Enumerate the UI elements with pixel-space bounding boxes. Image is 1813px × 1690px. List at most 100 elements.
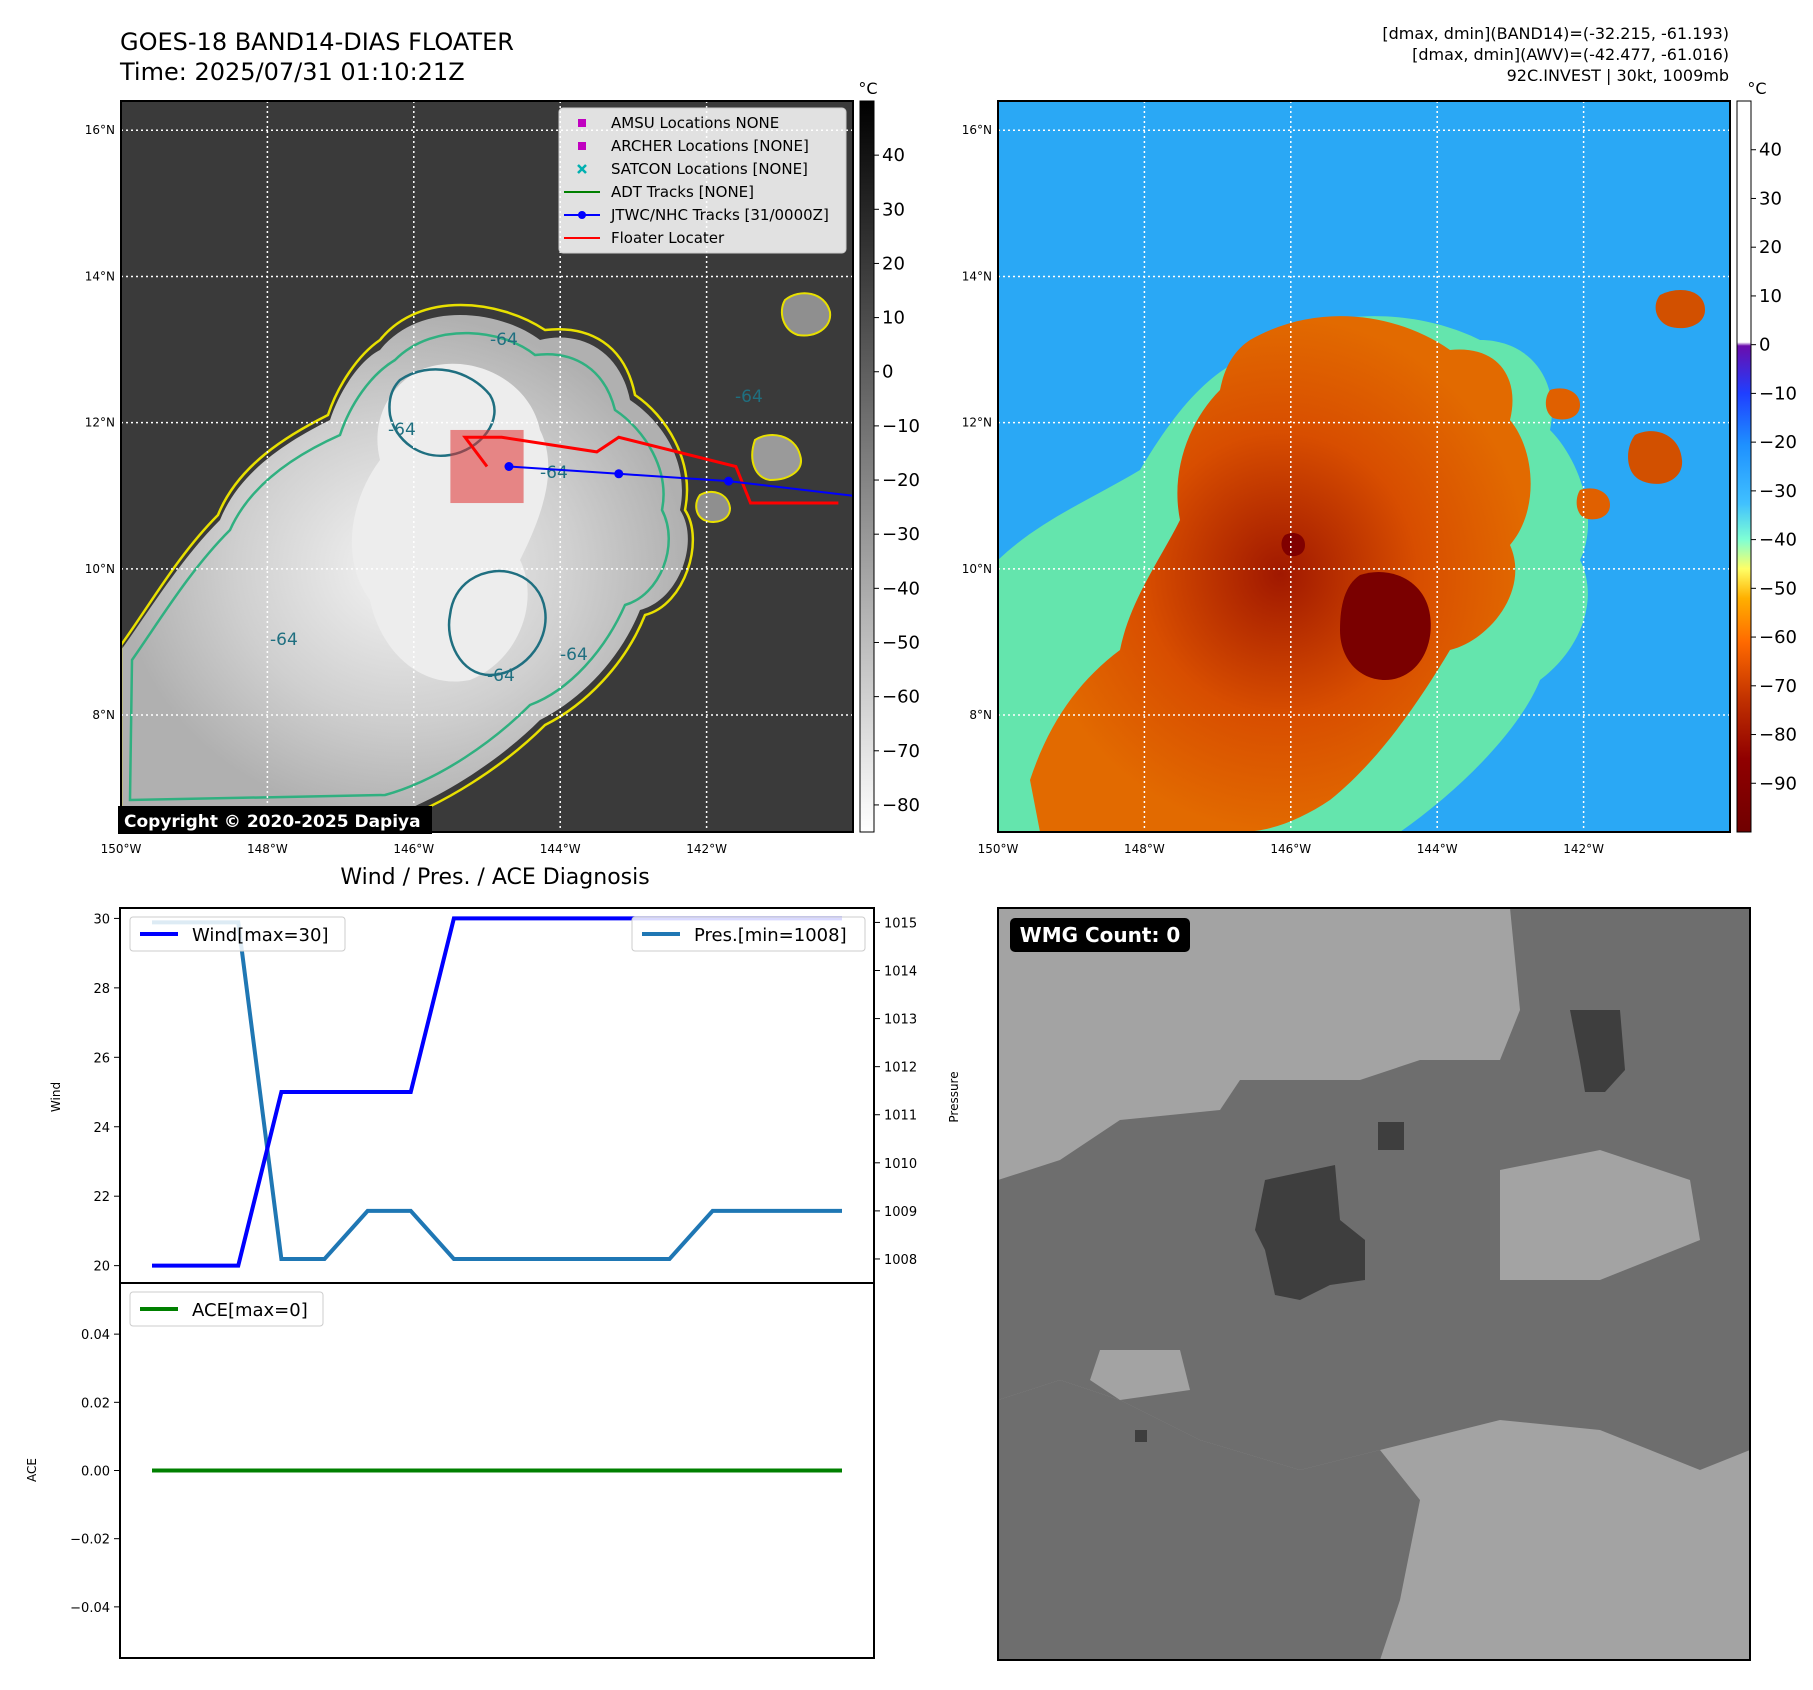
wind-pressure-frame [119,907,875,1284]
ace-axis-label: ACE [25,1458,39,1482]
colorbar-tick-label: 40 [1759,140,1782,161]
contour-label: -64 [490,330,518,350]
wmg-dark-3 [1378,1122,1404,1150]
wind-axis-ticks: 20 22 24 26 28 30 [93,912,120,1275]
ace-chart: 0.04 0.02 0.00 −0.02 −0.04 ACE ACE[max=0] [25,1282,875,1659]
colorbar-tick-label: −50 [882,632,920,653]
ace-tick-label: −0.02 [70,1533,110,1548]
awv-frame [997,100,1731,833]
colorbar-tick-label: −20 [882,470,920,491]
contour-label: -64 [540,463,568,483]
colorbar-right-ticks: 40 30 20 10 0 −10 −20 −30 −40 −50 −60 −70 −80 −90 [1751,140,1797,794]
wmg-panel: WMG Count: 0 [997,907,1751,1661]
pressure-axis-label: Pressure [947,1071,961,1122]
lon-tick-label: 144°W [540,842,581,856]
wind-tick-label: 26 [93,1051,110,1066]
colorbar-tick-label: −70 [1759,676,1797,697]
ace-legend-box [129,1291,324,1327]
pressure-tick-label: 1008 [884,1253,917,1268]
pressure-tick-label: 1011 [884,1109,917,1124]
colorbar-tick-label: 20 [1759,237,1782,258]
pressure-tick-label: 1015 [884,916,917,931]
wmg-frame [997,907,1751,1661]
lat-tick-labels: 16°N 16°N 14°N 14°N 12°N 12°N 10°N 10°N 8°N 8°N [85,123,992,722]
wmg-light-patch [1090,1350,1190,1400]
colorbar-tick-label: −90 [1759,773,1797,794]
colorbar-left-bar [859,100,875,833]
contour-yellow [121,303,694,827]
awv-cell-east-4 [1576,488,1610,520]
lat-tick-label: 8°N [969,708,992,722]
cloud-east-1 [751,434,802,482]
wind-tick-label: 30 [93,912,110,927]
colorbar-tick-label: 10 [1759,286,1782,307]
colorbar-tick-label: −70 [882,741,920,762]
colorbar-tick-label: −60 [1759,627,1797,648]
legend-marker-square [578,119,586,127]
contour-labels: -64 -64 -64 -64 -64 -64 -64 [270,330,763,686]
contour-green [128,331,670,802]
legend-marker-square [578,142,586,150]
colorbar-tick-label: −30 [882,524,920,545]
wind-pressure-chart: 20 22 24 26 28 30 1008 1009 1010 1011 1012 1013 101… [49,907,961,1284]
lon-tick-label: 142°W [686,842,727,856]
track-overlays [450,429,853,505]
colorbar-tick-label: 10 [882,308,905,329]
ace-tick-label: 0.00 [81,1465,110,1480]
lon-tick-label: 144°W [1417,842,1458,856]
legend-item-label: AMSU Locations NONE [611,114,779,132]
lat-tick-label: 14°N [85,269,115,283]
floater-locater-line [462,435,839,505]
lat-tick-label: 12°N [85,416,115,430]
contour-label: -64 [388,420,416,440]
wind-legend-box [129,916,346,952]
colorbar-left-unit: °C [858,79,877,98]
pressure-legend: Pres.[min=1008] [631,916,866,952]
copyright-box [118,806,432,834]
ace-tick-label: −0.04 [70,1601,110,1616]
lat-tick-label: 10°N [962,562,992,576]
pressure-tick-label: 1013 [884,1013,917,1028]
legend-item-label: ADT Tracks [NONE] [611,183,754,201]
lon-tick-label: 148°W [247,842,288,856]
pressure-legend-box [631,916,866,952]
colorbar-tick-label: −80 [882,795,920,816]
wmg-dark-1 [1255,1165,1365,1300]
copyright-text: Copyright © 2020-2025 Dapiya [124,812,421,832]
jtwc-track-point [724,476,734,486]
legend: AMSU Locations NONE ARCHER Locations [NON… [558,107,847,254]
legend-item-label: ARCHER Locations [NONE] [611,137,809,155]
wmg-region-low [998,1380,1420,1660]
colorbar-tick-label: −50 [1759,578,1797,599]
band14-frame [120,100,854,833]
legend-item-label: Floater Locater [611,229,725,247]
legend-item-label: SATCON Locations [NONE] [611,160,808,178]
pressure-axis-ticks: 1008 1009 1010 1011 1012 1013 1014 1015 [874,916,917,1268]
wind-tick-label: 28 [93,982,110,997]
awv-cloud-field [998,290,1705,832]
wind-legend-label: Wind[max=30] [192,925,329,946]
info-line-1: [dmax, dmin](BAND14)=(-32.215, -61.193) [1382,24,1729,43]
colorbar-right: °C 40 30 20 10 0 −10 −20 −30 −40 −50 −60 −70 −80 −90 [1736,79,1797,833]
colorbar-tick-label: 30 [1759,188,1782,209]
colorbar-tick-label: 40 [882,145,905,166]
jtwc-track-point [504,462,514,471]
ace-tick-label: 0.04 [81,1328,110,1343]
colorbar-left-ticks: 40 30 20 10 0 −10 −20 −30 −40 −50 −60 −70 −80 [874,145,920,816]
awv-dark-spot [1281,533,1305,557]
ace-legend: ACE[max=0] [129,1291,324,1327]
colorbar-tick-label: −10 [882,416,920,437]
pressure-tick-label: 1012 [884,1061,917,1076]
ace-tick-label: 0.02 [81,1396,110,1411]
contour-label: -64 [487,666,515,686]
contour-label: -64 [735,387,763,407]
wind-tick-label: 24 [93,1121,110,1136]
pressure-tick-label: 1014 [884,965,917,980]
legend-marker-dot [578,211,586,219]
wind-axis-label: Wind [49,1082,63,1112]
colorbar-tick-label: −40 [1759,530,1797,551]
lat-tick-label: 12°N [962,416,992,430]
lon-tick-label: 148°W [1124,842,1165,856]
band14-map: -64 -64 -64 -64 -64 -64 -64 Copyright © … [118,100,854,834]
